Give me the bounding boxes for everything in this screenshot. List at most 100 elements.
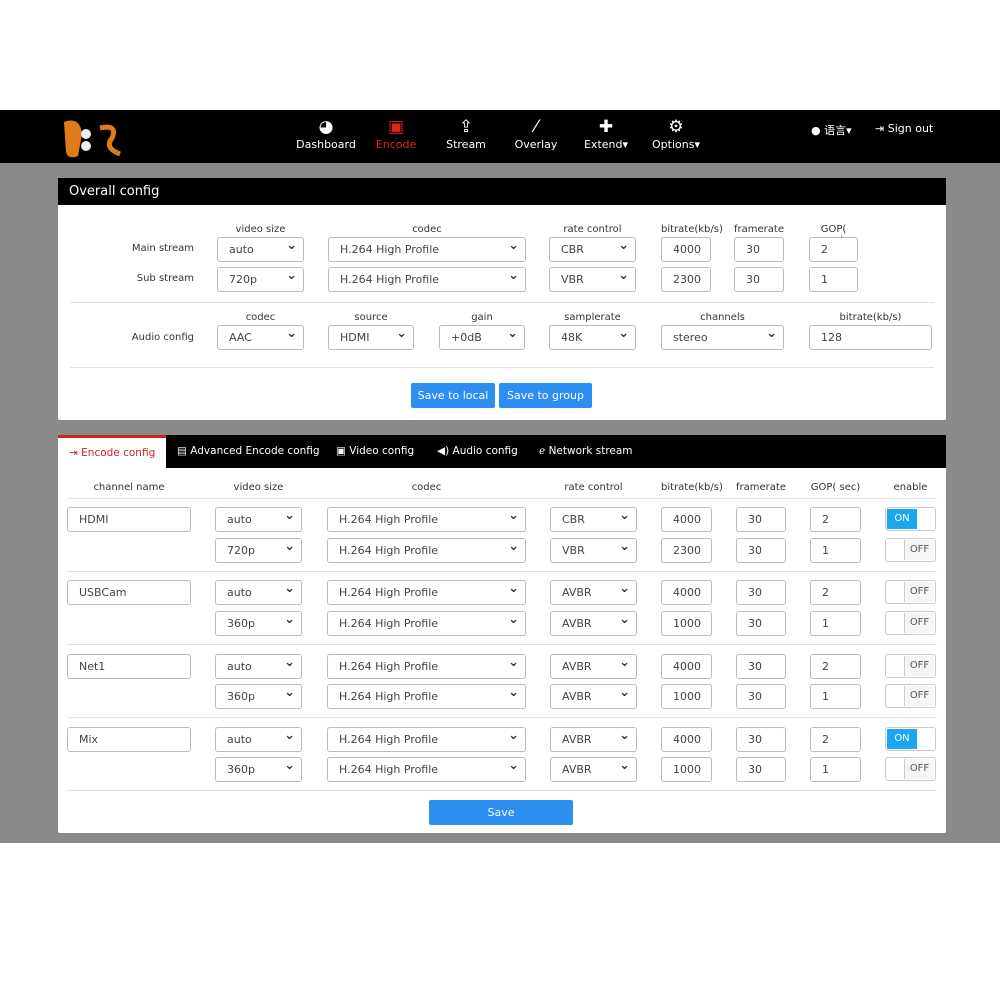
rc-select[interactable]: AVBR xyxy=(550,754,637,782)
size-select[interactable]: 360p xyxy=(215,608,302,636)
bitrate-input[interactable]: 4000 xyxy=(661,237,711,262)
bitrate-input[interactable]: 4000 xyxy=(661,654,712,679)
file-icon: ▤ xyxy=(177,445,187,457)
size-select[interactable]: auto xyxy=(215,651,302,679)
enable-toggle[interactable]: OFF xyxy=(885,611,936,635)
enable-toggle[interactable]: OFF xyxy=(885,580,936,604)
save-to-local-button[interactable]: Save to local xyxy=(411,383,495,408)
nav-label: Extend▾ xyxy=(583,138,629,151)
toggle-state: OFF xyxy=(904,656,934,676)
codec-select[interactable]: H.264 High Profile xyxy=(327,724,526,752)
rc-select[interactable]: VBR xyxy=(550,535,637,563)
enable-toggle[interactable]: OFF xyxy=(885,684,936,708)
enable-toggle[interactable]: OFF xyxy=(885,757,936,781)
tab-advanced-encode-config[interactable]: ▤ Advanced Encode config xyxy=(177,435,320,468)
rc-select[interactable]: AVBR xyxy=(550,681,637,709)
nav-options[interactable]: ⚙ Options▾ xyxy=(641,116,711,151)
codec-select[interactable]: H.264 High Profile xyxy=(327,754,526,782)
size-select[interactable]: auto xyxy=(215,504,302,532)
tab-video-config[interactable]: ▣ Video config xyxy=(336,435,414,468)
fps-input[interactable]: 30 xyxy=(736,727,786,752)
bitrate-input[interactable]: 1000 xyxy=(661,684,712,709)
codec-select[interactable]: H.264 High Profile xyxy=(328,234,526,262)
bitrate-input[interactable]: 1000 xyxy=(661,611,712,636)
size-select[interactable]: auto xyxy=(217,234,304,262)
fps-input[interactable]: 30 xyxy=(736,684,786,709)
gop-input[interactable]: 1 xyxy=(810,684,861,709)
nav-stream[interactable]: ⇪ Stream xyxy=(431,116,501,151)
rc-select[interactable]: AVBR xyxy=(550,724,637,752)
gop-input[interactable]: 1 xyxy=(810,611,861,636)
enable-toggle[interactable]: OFF xyxy=(885,654,936,678)
bitrate-input[interactable]: 4000 xyxy=(661,507,712,532)
nav-extend[interactable]: ✚ Extend▾ xyxy=(571,116,641,151)
fps-input[interactable]: 30 xyxy=(736,611,786,636)
nav-overlay[interactable]: ⁄ Overlay xyxy=(501,116,571,151)
fps-input[interactable]: 30 xyxy=(734,237,784,262)
channel-name-input[interactable]: HDMI xyxy=(67,507,191,532)
toggle-state: OFF xyxy=(904,582,934,602)
size-select[interactable]: 720p xyxy=(217,264,304,292)
audio-samplerate-select[interactable]: 48K xyxy=(549,322,636,350)
enable-toggle[interactable]: OFF xyxy=(885,538,936,562)
gop-input[interactable]: 2 xyxy=(810,727,861,752)
enable-toggle[interactable]: ON xyxy=(885,507,936,531)
gop-input[interactable]: 1 xyxy=(810,538,861,563)
nav-dashboard[interactable]: ◕ Dashboard xyxy=(291,116,361,151)
audio-bitrate-input[interactable]: 128 xyxy=(809,325,932,350)
codec-select[interactable]: H.264 High Profile xyxy=(327,577,526,605)
gop-input[interactable]: 1 xyxy=(810,757,861,782)
audio-channels-select[interactable]: stereo xyxy=(661,322,784,350)
language-menu[interactable]: ● 语言▾ xyxy=(811,122,852,138)
channel-name-input[interactable]: USBCam xyxy=(67,580,191,605)
audio-codec-select[interactable]: AAC xyxy=(217,322,304,350)
size-select[interactable]: 360p xyxy=(215,681,302,709)
bitrate-input[interactable]: 1000 xyxy=(661,757,712,782)
gop-input[interactable]: 2 xyxy=(810,580,861,605)
tab-encode-config[interactable]: ⇥ Encode config xyxy=(58,435,167,468)
dashboard-icon: ◕ xyxy=(318,117,334,137)
fps-input[interactable]: 30 xyxy=(736,507,786,532)
size-select[interactable]: auto xyxy=(215,724,302,752)
fps-input[interactable]: 30 xyxy=(736,757,786,782)
codec-select[interactable]: H.264 High Profile xyxy=(327,504,526,532)
codec-select[interactable]: H.264 High Profile xyxy=(327,608,526,636)
audio-gain-select[interactable]: +0dB xyxy=(439,322,525,350)
gop-input[interactable]: 2 xyxy=(810,507,861,532)
channel-name-input[interactable]: Net1 xyxy=(67,654,191,679)
codec-select[interactable]: H.264 High Profile xyxy=(327,651,526,679)
nav-encode[interactable]: ▣ Encode xyxy=(361,116,431,151)
rc-select[interactable]: AVBR xyxy=(550,577,637,605)
gop-input[interactable]: 2 xyxy=(809,237,858,262)
codec-select[interactable]: H.264 High Profile xyxy=(328,264,526,292)
codec-select[interactable]: H.264 High Profile xyxy=(327,535,526,563)
fps-input[interactable]: 30 xyxy=(736,654,786,679)
sign-out-link[interactable]: ⇥ Sign out xyxy=(875,122,933,135)
save-to-group-button[interactable]: Save to group xyxy=(499,383,592,408)
rc-select[interactable]: AVBR xyxy=(550,608,637,636)
audio-source-select[interactable]: HDMI xyxy=(328,322,414,350)
size-select[interactable]: auto xyxy=(215,577,302,605)
channel-name-input[interactable]: Mix xyxy=(67,727,191,752)
rc-select[interactable]: CBR xyxy=(549,234,636,262)
codec-select[interactable]: H.264 High Profile xyxy=(327,681,526,709)
fps-input[interactable]: 30 xyxy=(734,267,784,292)
tab-audio-config[interactable]: ◀) Audio config xyxy=(437,435,518,468)
save-button[interactable]: Save xyxy=(429,800,573,825)
fps-input[interactable]: 30 xyxy=(736,580,786,605)
fps-input[interactable]: 30 xyxy=(736,538,786,563)
rc-select[interactable]: AVBR xyxy=(550,651,637,679)
rc-select[interactable]: CBR xyxy=(550,504,637,532)
bitrate-input[interactable]: 4000 xyxy=(661,727,712,752)
rc-select[interactable]: VBR xyxy=(549,264,636,292)
gop-input[interactable]: 2 xyxy=(810,654,861,679)
tab-network-stream[interactable]: ℯ Network stream xyxy=(539,435,633,468)
toggle-state: OFF xyxy=(904,759,934,779)
enable-toggle[interactable]: ON xyxy=(885,727,936,751)
bitrate-input[interactable]: 4000 xyxy=(661,580,712,605)
size-select[interactable]: 360p xyxy=(215,754,302,782)
gop-input[interactable]: 1 xyxy=(809,267,858,292)
size-select[interactable]: 720p xyxy=(215,535,302,563)
bitrate-input[interactable]: 2300 xyxy=(661,267,711,292)
bitrate-input[interactable]: 2300 xyxy=(661,538,712,563)
